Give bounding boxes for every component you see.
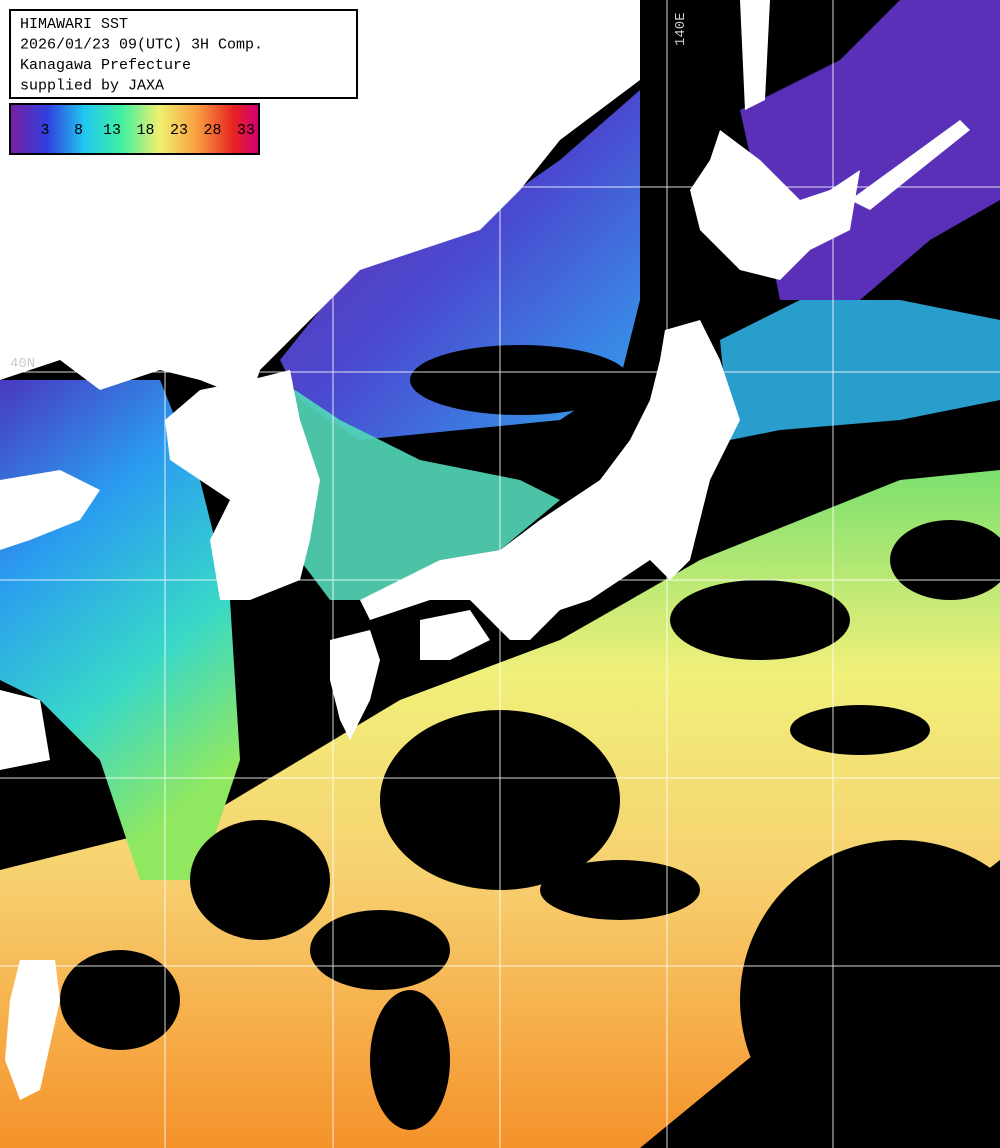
latitude-label: 40N: [10, 356, 35, 372]
header-box: [9, 9, 358, 99]
colorbar-tick-label: 33: [237, 122, 255, 139]
colorbar-tick-label: 28: [203, 122, 221, 139]
colorbar-tick-label: 3: [40, 122, 49, 139]
colorbar-tick-label: 8: [74, 122, 83, 139]
header: HIMAWARI SST 2026/01/23 09(UTC) 3H Comp. K…: [20, 16, 263, 95]
header-line: HIMAWARI SST: [20, 16, 128, 33]
colorbar-tick-label: 23: [170, 122, 188, 139]
cloud-cover: [60, 345, 1000, 1148]
tohoku-sst: [720, 300, 1000, 440]
header-line: 2026/01/23 09(UTC) 3H Comp.: [20, 37, 263, 54]
colorbar: [9, 103, 260, 155]
longitude-label: 140E: [673, 12, 689, 46]
colorbar-ticks: 3 8 13 18 23 28 33: [40, 122, 255, 139]
header-line: supplied by JAXA: [20, 78, 164, 95]
land: [0, 0, 970, 1100]
colorbar-tick-label: 18: [136, 122, 154, 139]
japan-sea-south-sst: [280, 380, 560, 600]
header-line: Kanagawa Prefecture: [20, 57, 191, 74]
colorbar-tick-label: 13: [103, 122, 121, 139]
